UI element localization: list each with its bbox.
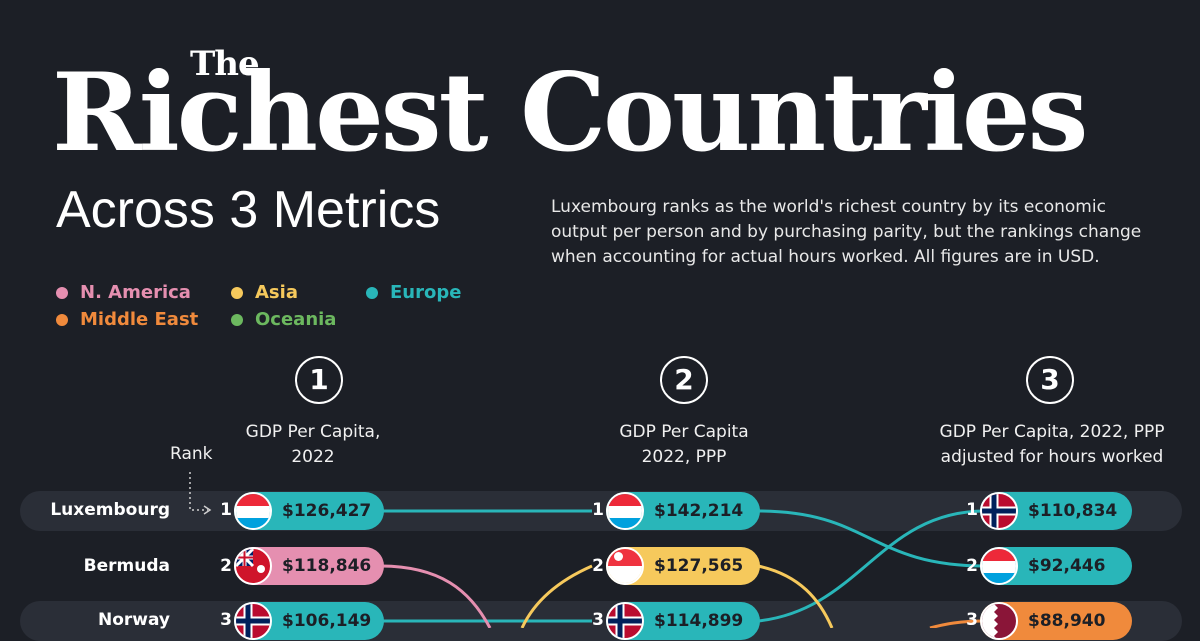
norway-flag-icon bbox=[606, 602, 644, 640]
rank-number: 3 bbox=[592, 610, 604, 630]
luxembourg-flag-icon bbox=[234, 492, 272, 530]
metric-label-1: GDP Per Capita, 2022 bbox=[213, 420, 413, 470]
legend-dot bbox=[231, 287, 243, 299]
legend-label: Asia bbox=[255, 282, 298, 303]
rank-pointer-arrow bbox=[189, 472, 208, 511]
legend-item-oceania: Oceania bbox=[231, 309, 336, 330]
metric-label-line: 2022, PPP bbox=[641, 447, 727, 467]
bermuda-flag-icon bbox=[234, 547, 272, 585]
legend-item-middle-east: Middle East bbox=[56, 309, 198, 330]
link-qatar-in bbox=[929, 619, 986, 628]
singapore-flag-icon bbox=[606, 547, 644, 585]
link-luxembourg-2-3 bbox=[757, 509, 986, 568]
legend-dot bbox=[56, 314, 68, 326]
rank-number: 1 bbox=[592, 500, 604, 520]
legend-label: Europe bbox=[390, 282, 462, 303]
legend-label: N. America bbox=[80, 282, 191, 303]
title-prefix: The bbox=[190, 44, 260, 84]
rank-pointer-arrowhead bbox=[203, 505, 212, 515]
link-bermuda-out bbox=[379, 564, 492, 628]
metric-number-3: 3 bbox=[1026, 356, 1074, 404]
rank-label: Rank bbox=[170, 444, 213, 464]
legend-item-europe: Europe bbox=[366, 282, 461, 303]
luxembourg-flag-icon bbox=[980, 547, 1018, 585]
rank-number: 1 bbox=[220, 500, 232, 520]
norway-flag-icon bbox=[234, 602, 272, 640]
legend-item-asia: Asia bbox=[231, 282, 298, 303]
rank-number: 1 bbox=[966, 500, 978, 520]
page-subtitle: Across 3 Metrics bbox=[56, 181, 441, 239]
metric-label-3: GDP Per Capita, 2022, PPP adjusted for h… bbox=[920, 420, 1184, 470]
metric-number-1: 1 bbox=[295, 356, 343, 404]
metric-label-line: GDP Per Capita bbox=[619, 422, 749, 442]
legend-label: Oceania bbox=[255, 309, 337, 330]
link-norway-2-3 bbox=[757, 509, 986, 623]
metric-label-line: GDP Per Capita, bbox=[245, 422, 381, 442]
legend-dot bbox=[231, 314, 243, 326]
legend-item-n-america: N. America bbox=[56, 282, 191, 303]
qatar-flag-icon bbox=[980, 602, 1018, 640]
link-singapore-out bbox=[757, 564, 834, 628]
description-text: Luxembourg ranks as the world's richest … bbox=[551, 197, 1142, 267]
norway-flag-icon bbox=[980, 492, 1018, 530]
ranking-links bbox=[189, 472, 986, 628]
metric-label-2: GDP Per Capita 2022, PPP bbox=[584, 420, 784, 470]
country-name-bermuda: Bermuda bbox=[83, 556, 170, 576]
country-name-luxembourg: Luxembourg bbox=[50, 500, 170, 520]
page-title: Richest Countries bbox=[52, 50, 1088, 176]
legend-dot bbox=[56, 287, 68, 299]
metric-label-line: 2022 bbox=[291, 447, 335, 467]
value-pill: $118,846 bbox=[234, 547, 384, 585]
rank-number: 2 bbox=[966, 556, 978, 576]
legend-label: Middle East bbox=[80, 309, 199, 330]
country-name-norway: Norway bbox=[97, 610, 170, 630]
metric-label-line: adjusted for hours worked bbox=[940, 447, 1164, 467]
rank-number: 3 bbox=[966, 610, 978, 630]
rank-number: 2 bbox=[220, 556, 232, 576]
metric-number-2: 2 bbox=[660, 356, 708, 404]
link-singapore-in bbox=[520, 564, 593, 628]
metric-label-line: GDP Per Capita, 2022, PPP bbox=[939, 422, 1165, 442]
rank-number: 3 bbox=[220, 610, 232, 630]
rank-number: 2 bbox=[592, 556, 604, 576]
luxembourg-flag-icon bbox=[606, 492, 644, 530]
legend-dot bbox=[366, 287, 378, 299]
